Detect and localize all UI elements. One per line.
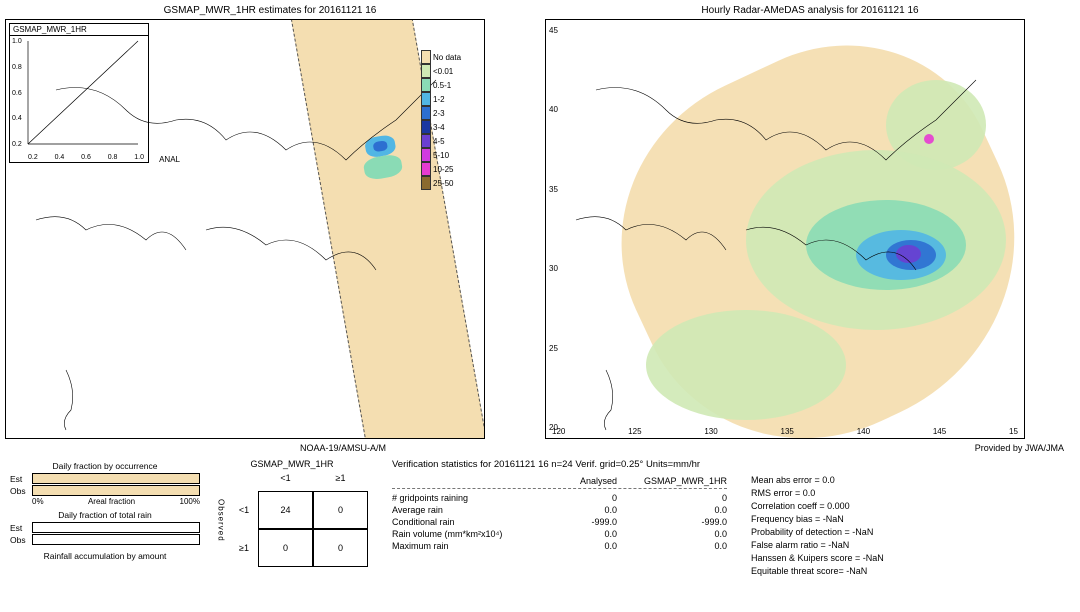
- stat-line: False alarm ratio = -NaN: [751, 539, 884, 552]
- vt-col-model: GSMAP_MWR_1HR: [617, 476, 727, 486]
- color-legend: No data<0.010.5-11-22-33-44-55-1010-2525…: [421, 50, 476, 190]
- left-map-title: GSMAP_MWR_1HR estimates for 20161121 16: [5, 5, 535, 16]
- stat-line: Frequency bias = -NaN: [751, 513, 884, 526]
- legend-item: 2-3: [421, 106, 476, 120]
- axis-100pct: 100%: [180, 497, 200, 506]
- legend-item: No data: [421, 50, 476, 64]
- occurrence-title: Daily fraction by occurrence: [10, 461, 200, 471]
- radar-amedas-panel: Hourly Radar-AMeDAS analysis for 2016112…: [540, 0, 1080, 455]
- stats-row: Daily fraction by occurrence Est Obs 0% …: [0, 455, 1080, 605]
- right-y-ticks: 202530354045: [549, 20, 558, 438]
- stat-line: Hanssen & Kuipers score = -NaN: [751, 552, 884, 565]
- right-x-ticks: 12012513013514014515: [546, 427, 1024, 436]
- ct-row-b: ≥1: [230, 529, 258, 567]
- verification-table: Analysed GSMAP_MWR_1HR # gridpoints rain…: [392, 474, 727, 578]
- legend-item: 4-5: [421, 134, 476, 148]
- right-map-title: Hourly Radar-AMeDAS analysis for 2016112…: [545, 5, 1075, 16]
- table-row: Maximum rain0.00.0: [392, 540, 727, 552]
- stat-line: Probability of detection = -NaN: [751, 526, 884, 539]
- total-rain-title: Daily fraction of total rain: [10, 510, 200, 520]
- obs-label-2: Obs: [10, 535, 32, 545]
- ct-cell-ab: 0: [313, 491, 368, 529]
- ct-row-a: <1: [230, 491, 258, 529]
- coastline-right-icon: [546, 20, 1025, 439]
- stats-list: Mean abs error = 0.0RMS error = 0.0Corre…: [751, 474, 884, 578]
- verification-block: Verification statistics for 20161121 16 …: [384, 459, 1070, 601]
- coastline-left-icon: [6, 20, 485, 439]
- accum-title: Rainfall accumulation by amount: [10, 551, 200, 561]
- rain-obs-bar: [32, 534, 200, 545]
- est-label-2: Est: [10, 523, 32, 533]
- ct-col-a: <1: [258, 473, 313, 491]
- legend-item: 1-2: [421, 92, 476, 106]
- legend-item: 25-50: [421, 176, 476, 190]
- vt-col-analysed: Analysed: [547, 476, 617, 486]
- gsmap-estimate-panel: GSMAP_MWR_1HR estimates for 20161121 16 …: [0, 0, 540, 455]
- ct-cell-bb: 0: [313, 529, 368, 567]
- legend-item: 0.5-1: [421, 78, 476, 92]
- right-map-frame: 12012513013514014515 202530354045: [545, 19, 1025, 439]
- legend-item: 3-4: [421, 120, 476, 134]
- stat-line: Correlation coeff = 0.000: [751, 500, 884, 513]
- table-row: # gridpoints raining00: [392, 492, 727, 504]
- table-row: Average rain0.00.0: [392, 504, 727, 516]
- obs-label: Obs: [10, 486, 32, 496]
- left-map-credit: NOAA-19/AMSU-A/M: [300, 443, 386, 453]
- legend-item: <0.01: [421, 64, 476, 78]
- table-row: Rain volume (mm*km²x10⁴)0.00.0: [392, 528, 727, 540]
- ct-cell-ba: 0: [258, 529, 313, 567]
- ct-cell-aa: 24: [258, 491, 313, 529]
- occ-obs-bar: [32, 485, 200, 496]
- stat-line: Mean abs error = 0.0: [751, 474, 884, 487]
- occ-est-bar: [32, 473, 200, 484]
- right-map-credit: Provided by JWA/JMA: [975, 443, 1064, 453]
- observed-side-label: Observed: [212, 473, 230, 567]
- verification-header: Verification statistics for 20161121 16 …: [392, 459, 1070, 470]
- axis-mid: Areal fraction: [88, 497, 135, 506]
- est-label: Est: [10, 474, 32, 484]
- stat-line: RMS error = 0.0: [751, 487, 884, 500]
- axis-0pct: 0%: [32, 497, 44, 506]
- rain-est-bar: [32, 522, 200, 533]
- contingency-table: Observed <1 ≥1 <1 24 0 ≥1 0 0: [212, 473, 372, 567]
- legend-item: 5-10: [421, 148, 476, 162]
- legend-item: 10-25: [421, 162, 476, 176]
- fraction-block: Daily fraction by occurrence Est Obs 0% …: [10, 459, 200, 601]
- left-map-frame: GSMAP_MWR_1HR 0.20.40.60.81.0 0.20.40.60…: [5, 19, 485, 439]
- ct-col-b: ≥1: [313, 473, 368, 491]
- stat-line: Equitable threat score= -NaN: [751, 565, 884, 578]
- contingency-title: GSMAP_MWR_1HR: [212, 459, 372, 469]
- table-row: Conditional rain-999.0-999.0: [392, 516, 727, 528]
- contingency-block: GSMAP_MWR_1HR Observed <1 ≥1 <1 24 0 ≥1 …: [212, 459, 372, 601]
